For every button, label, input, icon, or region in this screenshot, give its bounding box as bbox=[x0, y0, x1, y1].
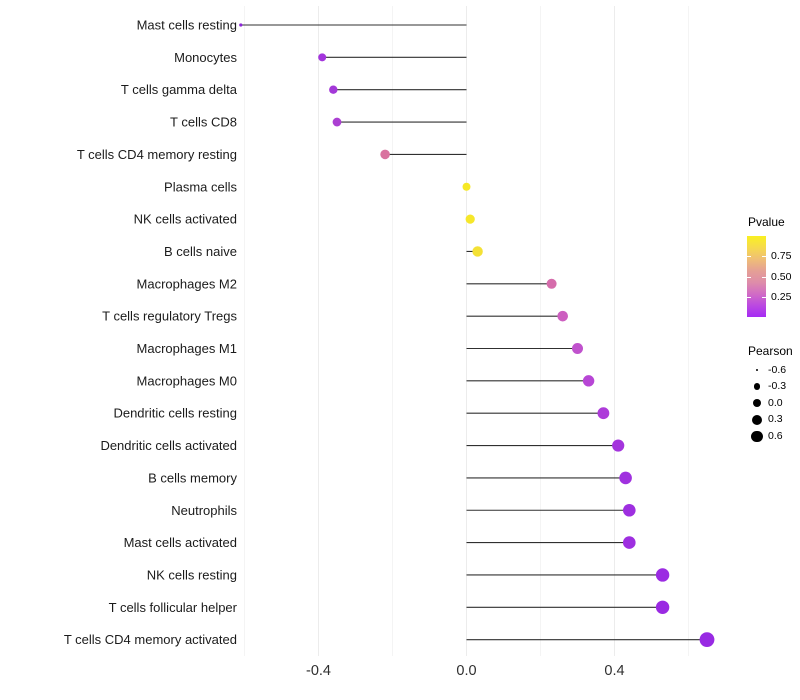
colorbar-tick-mark bbox=[747, 296, 751, 298]
lollipop-point bbox=[655, 568, 670, 582]
size-legend-label: 0.0 bbox=[768, 396, 783, 409]
y-axis-label: NK cells resting bbox=[147, 567, 237, 582]
lollipop-point bbox=[318, 53, 327, 62]
lollipop-point bbox=[612, 439, 625, 452]
size-legend-dot bbox=[751, 430, 763, 443]
y-axis-label: Mast cells activated bbox=[124, 535, 237, 550]
size-legend-label: -0.3 bbox=[768, 380, 787, 393]
size-legend-label: -0.6 bbox=[768, 363, 787, 376]
size-legend-label: 0.3 bbox=[768, 413, 783, 426]
y-axis-label: B cells memory bbox=[148, 470, 237, 485]
colorbar-tick-label: 0.50 bbox=[771, 270, 792, 283]
y-axis-label: T cells CD4 memory activated bbox=[64, 632, 237, 647]
y-axis-label: Dendritic cells activated bbox=[100, 438, 237, 453]
size-legend-label: 0.6 bbox=[768, 429, 783, 442]
y-axis-label: Dendritic cells resting bbox=[113, 406, 237, 421]
x-axis-tick-label: 0.0 bbox=[456, 663, 476, 679]
y-axis-label: T cells gamma delta bbox=[121, 82, 238, 97]
y-axis-label: T cells CD4 memory resting bbox=[77, 147, 237, 162]
lollipop-point bbox=[546, 278, 557, 289]
colorbar-tick-label: 0.25 bbox=[771, 290, 792, 303]
y-axis-label: B cells naive bbox=[164, 244, 237, 259]
size-legend-dot bbox=[755, 368, 759, 372]
lollipop-point bbox=[462, 182, 471, 191]
colorbar-tick-label: 0.75 bbox=[771, 250, 792, 263]
lollipop-point bbox=[472, 246, 483, 257]
y-axis-label: T cells follicular helper bbox=[109, 600, 238, 615]
x-axis-tick-label: 0.4 bbox=[604, 663, 624, 679]
pvalue-legend-title: Pvalue bbox=[748, 215, 785, 229]
y-axis-label: Monocytes bbox=[174, 50, 237, 65]
y-axis-label: Mast cells resting bbox=[137, 18, 237, 33]
y-axis-label: Macrophages M2 bbox=[137, 276, 237, 291]
lollipop-point bbox=[557, 310, 568, 322]
size-legend-dot bbox=[753, 383, 761, 390]
lollipop-point bbox=[623, 503, 636, 517]
lollipop-point bbox=[239, 23, 243, 27]
colorbar-tick-mark bbox=[762, 296, 766, 298]
y-axis-label: Macrophages M0 bbox=[137, 373, 237, 388]
lollipop-point bbox=[619, 471, 632, 485]
x-axis-tick-label: -0.4 bbox=[306, 663, 331, 679]
y-axis-label: Neutrophils bbox=[171, 503, 237, 518]
lollipop-point bbox=[572, 343, 583, 354]
lollipop-point bbox=[380, 149, 390, 160]
size-legend-dot bbox=[752, 399, 762, 408]
y-axis-label: Macrophages M1 bbox=[137, 341, 237, 356]
lollipop-point bbox=[597, 407, 610, 420]
y-axis-label: T cells regulatory Tregs bbox=[102, 309, 237, 324]
y-axis-label: Plasma cells bbox=[164, 179, 237, 194]
colorbar-tick-mark bbox=[747, 256, 751, 258]
lollipop-point bbox=[623, 536, 636, 549]
lollipop-point bbox=[582, 375, 595, 387]
colorbar-tick-mark bbox=[747, 276, 751, 278]
lollipop-point bbox=[465, 214, 475, 224]
lollipop-point bbox=[332, 117, 342, 127]
y-axis-label: T cells CD8 bbox=[170, 115, 237, 130]
pearson-legend-title: Pearson bbox=[748, 344, 793, 358]
lollipop-point bbox=[329, 85, 338, 94]
lollipop-point bbox=[699, 632, 715, 648]
y-axis-label: NK cells activated bbox=[134, 212, 237, 227]
colorbar-tick-mark bbox=[762, 256, 766, 258]
colorbar-tick-mark bbox=[762, 276, 766, 278]
lollipop-point bbox=[655, 600, 670, 614]
pvalue-colorbar bbox=[747, 236, 766, 317]
size-legend-dot bbox=[752, 414, 762, 425]
